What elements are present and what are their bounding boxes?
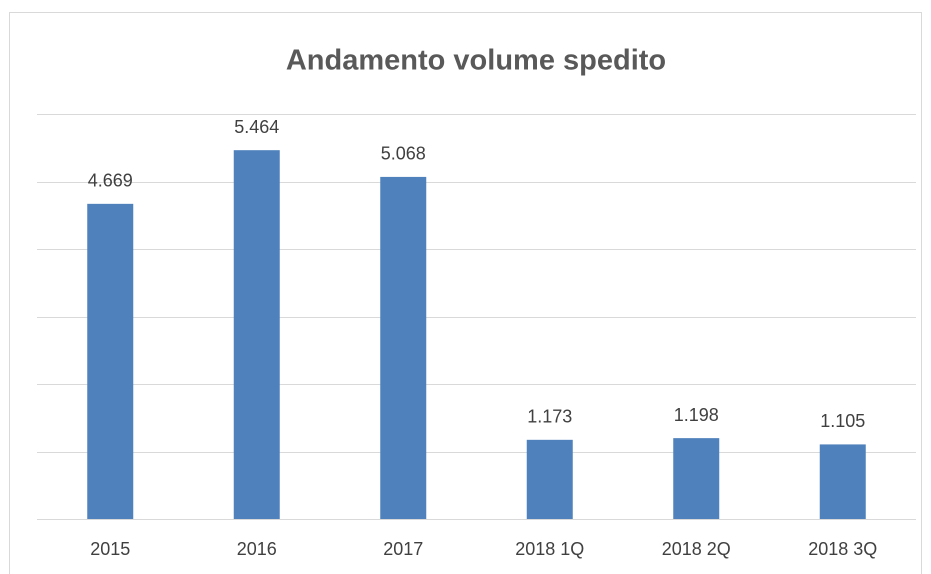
x-tick-label: 2015: [90, 539, 130, 559]
bar: [87, 203, 134, 519]
bar: [819, 444, 866, 519]
bar: [526, 439, 573, 519]
bar: [233, 150, 280, 519]
bar: [380, 176, 427, 519]
x-tick-label: 2018 3Q: [808, 539, 877, 559]
data-label: 1.198: [674, 405, 719, 425]
data-label: 4.669: [88, 171, 133, 191]
data-label: 1.105: [820, 411, 865, 431]
chart-border: [9, 12, 922, 574]
x-tick-label: 2016: [237, 539, 277, 559]
chart-title: Andamento volume spedito: [286, 45, 666, 77]
bar: [673, 438, 720, 519]
x-tick-label: 2018 1Q: [515, 539, 584, 559]
data-label: 5.068: [381, 144, 426, 164]
x-tick-label: 2018 2Q: [662, 539, 731, 559]
data-label: 1.173: [527, 407, 572, 427]
x-tick-label: 2017: [383, 539, 423, 559]
data-label: 5.464: [234, 117, 279, 137]
